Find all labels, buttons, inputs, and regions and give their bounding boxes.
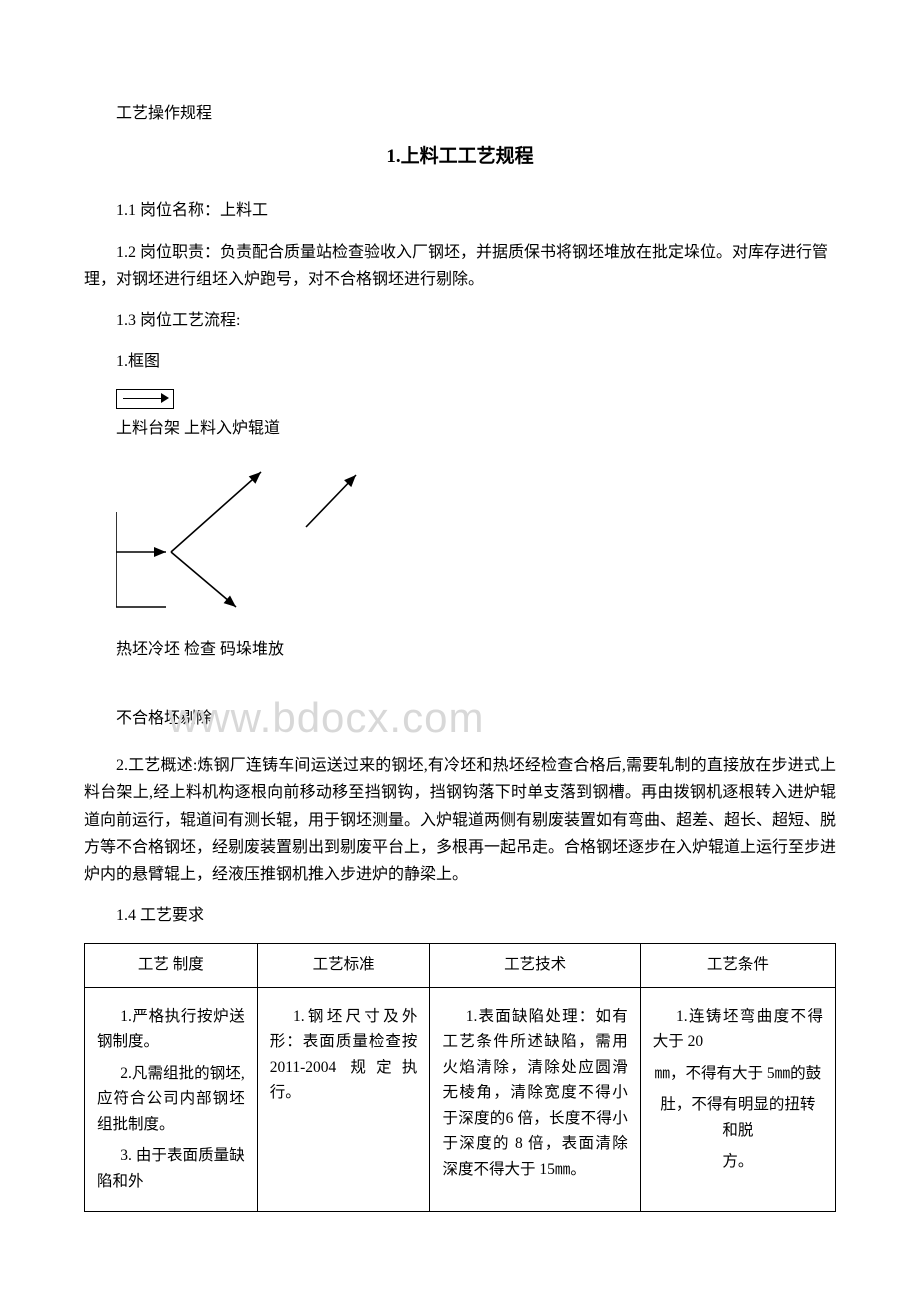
arrow-box-icon <box>116 389 174 409</box>
flow-line-3: 不合格坯剔除 <box>116 705 836 732</box>
cell-process-technique: 1.表面缺陷处理：如有工艺条件所述缺陷，需用火焰清除，清除处应圆滑无棱角，清除宽… <box>430 987 640 1211</box>
cell-process-standard: 1.钢坯尺寸及外形：表面质量检查按 2011-2004 规定执行。 <box>257 987 430 1211</box>
col-header-4: 工艺条件 <box>640 944 835 987</box>
table-row: 1.严格执行按炉送钢制度。 2.凡需组批的钢坯,应符合公司内部钢坯组批制度。 3… <box>85 987 836 1211</box>
section-1-3: 1.3 岗位工艺流程: <box>84 307 836 334</box>
main-title: 1.上料工工艺规程 <box>84 141 836 173</box>
section-1-4: 1.4 工艺要求 <box>84 902 836 929</box>
overview-paragraph: 2.工艺概述:炼钢厂连铸车间运送过来的钢坯,有冷坯和热坯经检查合格后,需要轧制的… <box>84 752 836 888</box>
cell-process-condition: 1.连铸坯弯曲度不得大于 20 ㎜，不得有大于 5㎜的鼓 肚，不得有明显的扭转和… <box>640 987 835 1211</box>
flow-line-1: 上料台架 上料入炉辊道 <box>116 415 836 442</box>
col-header-2: 工艺标准 <box>257 944 430 987</box>
table-header-row: 工艺 制度 工艺标准 工艺技术 工艺条件 <box>85 944 836 987</box>
flow-label: 1.框图 <box>116 348 836 375</box>
pre-title: 工艺操作规程 <box>84 100 836 127</box>
col-header-3: 工艺技术 <box>430 944 640 987</box>
section-1-2: 1.2 岗位职责：负责配合质量站检查验收入厂钢坯，并据质保书将钢坯堆放在批定垛位… <box>84 239 836 293</box>
document-page: www.bdocx.com 工艺操作规程 1.上料工工艺规程 1.1 岗位名称：… <box>0 0 920 1302</box>
col-header-1: 工艺 制度 <box>85 944 258 987</box>
flow-diagram <box>116 457 836 626</box>
flow-line-2: 热坯冷坯 检查 码垛堆放 <box>116 636 836 663</box>
cell-process-system: 1.严格执行按炉送钢制度。 2.凡需组批的钢坯,应符合公司内部钢坯组批制度。 3… <box>85 987 258 1211</box>
section-1-1: 1.1 岗位名称：上料工 <box>84 197 836 224</box>
requirements-table: 工艺 制度 工艺标准 工艺技术 工艺条件 1.严格执行按炉送钢制度。 2.凡需组… <box>84 943 836 1211</box>
